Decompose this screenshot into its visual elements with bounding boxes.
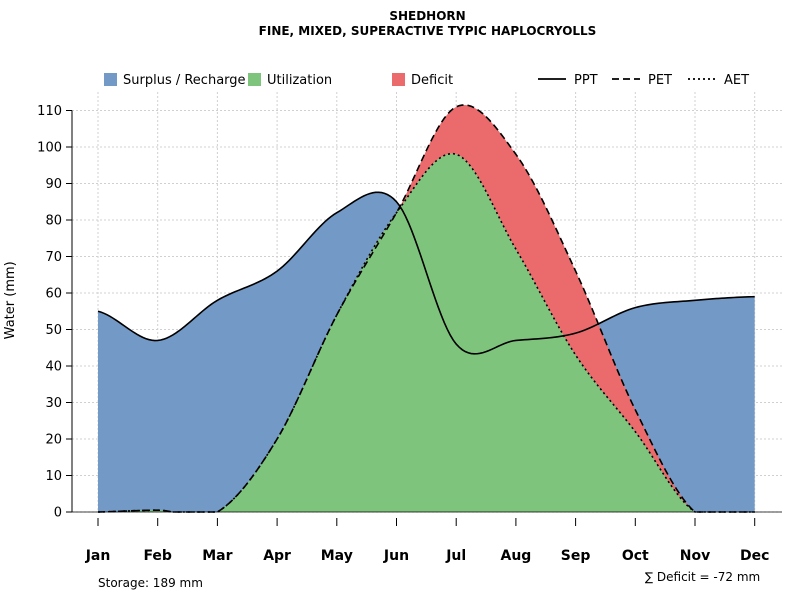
- y-tick-label-90: 90: [45, 177, 62, 192]
- x-tick-label-sep: Sep: [561, 548, 591, 564]
- legend: Surplus / Recharge Utilization Deficit PPT P…: [104, 73, 749, 88]
- y-tick-label-100: 100: [37, 141, 62, 156]
- y-tick-label-0: 0: [54, 506, 62, 521]
- area-utilization: [98, 153, 755, 512]
- legend-swatch-utilization: [248, 73, 261, 86]
- chart-title: SHEDHORN: [389, 9, 466, 23]
- deficit-annotation: ∑ Deficit = -72 mm: [645, 570, 761, 584]
- x-tick-label-jun: Jun: [383, 548, 409, 564]
- y-axis-label: Water (mm): [3, 261, 18, 339]
- x-tick-label-aug: Aug: [500, 548, 531, 564]
- y-tick-label-10: 10: [45, 469, 62, 484]
- area-fills: [98, 105, 755, 512]
- x-tick-label-feb: Feb: [143, 548, 172, 564]
- y-tick-label-50: 50: [45, 323, 62, 338]
- x-tick-label-dec: Dec: [740, 548, 769, 564]
- storage-annotation: Storage: 189 mm: [98, 576, 203, 590]
- x-tick-label-apr: Apr: [263, 548, 291, 564]
- y-tick-label-20: 20: [45, 433, 62, 448]
- y-tick-label-110: 110: [37, 104, 62, 119]
- y-tick-label-40: 40: [45, 360, 62, 375]
- legend-label-deficit: Deficit: [411, 73, 453, 88]
- legend-label-utilization: Utilization: [267, 73, 332, 88]
- y-tick-label-70: 70: [45, 250, 62, 265]
- legend-label-ppt: PPT: [574, 73, 598, 88]
- line-pet: [97, 104, 755, 513]
- legend-swatch-deficit: [392, 73, 405, 86]
- y-tick-label-60: 60: [45, 287, 62, 302]
- x-tick-label-nov: Nov: [680, 548, 710, 564]
- legend-label-surplus-recharge: Surplus / Recharge: [123, 73, 246, 88]
- x-tick-label-jan: Jan: [85, 548, 111, 564]
- legend-label-aet: AET: [724, 73, 749, 88]
- x-tick-label-may: May: [321, 548, 353, 564]
- axes: 0 10 20 30 40 50 60 70 80 90 100 110 Jan Feb Mar Apr May…: [3, 104, 782, 564]
- x-tick-label-jul: Jul: [445, 548, 466, 564]
- y-tick-label-80: 80: [45, 214, 62, 229]
- line-ppt: [97, 191, 755, 355]
- chart-subtitle: FINE, MIXED, SUPERACTIVE TYPIC HAPLOCRYO…: [258, 24, 597, 38]
- legend-label-pet: PET: [648, 73, 672, 88]
- legend-swatch-surplus-recharge: [104, 73, 117, 86]
- x-tick-label-oct: Oct: [622, 548, 649, 564]
- x-tick-label-mar: Mar: [202, 548, 232, 564]
- series-lines: [97, 104, 755, 513]
- y-tick-label-30: 30: [45, 396, 62, 411]
